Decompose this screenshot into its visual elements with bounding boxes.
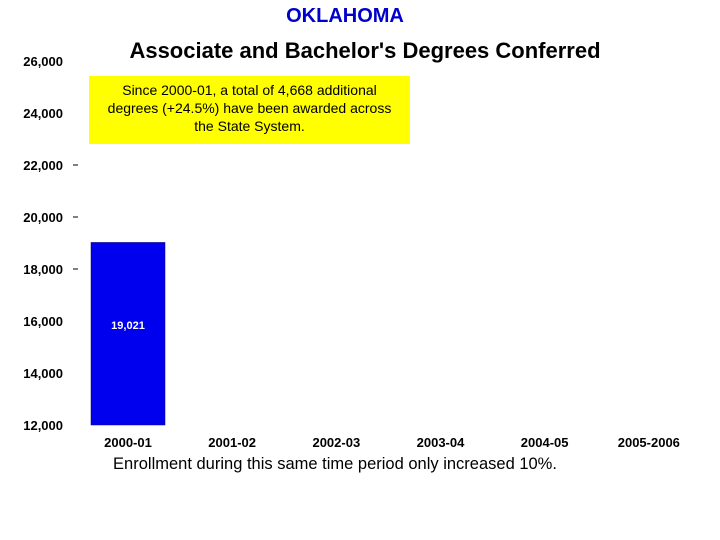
x-axis: 2000-01 2001-02 2002-03 2003-04 2004-05 2005-…	[104, 435, 680, 450]
callout-text: Since 2000-01, a total of 4,668 addition…	[107, 82, 392, 134]
footnote: Enrollment during this same time period …	[113, 455, 557, 473]
x-tick-label: 2005-2006	[618, 435, 680, 450]
y-tick-label: 14,000	[23, 366, 63, 381]
y-tick-label: 18,000	[23, 262, 63, 277]
x-tick-label: 2003-04	[417, 435, 465, 450]
x-tick-label: 2001-02	[208, 435, 256, 450]
state-title: OKLAHOMA	[286, 5, 404, 27]
chart-title: Associate and Bachelor's Degrees Conferr…	[129, 38, 601, 63]
y-axis: 12,000 14,000 16,000 18,000 20,000 22,000 24,0…	[23, 54, 78, 433]
bar	[90, 242, 166, 426]
y-tick-label: 26,000	[23, 54, 63, 69]
callout-box: Since 2000-01, a total of 4,668 addition…	[89, 76, 410, 144]
x-tick-label: 2000-01	[104, 435, 152, 450]
y-tick-label: 12,000	[23, 418, 63, 433]
x-tick-label: 2002-03	[312, 435, 360, 450]
y-tick-label: 22,000	[23, 158, 63, 173]
y-tick-label: 16,000	[23, 314, 63, 329]
y-tick-label: 24,000	[23, 106, 63, 121]
y-tick-label: 20,000	[23, 210, 63, 225]
x-tick-label: 2004-05	[521, 435, 569, 450]
bars: 19,021	[90, 242, 166, 426]
bar-data-label: 19,021	[111, 320, 145, 332]
